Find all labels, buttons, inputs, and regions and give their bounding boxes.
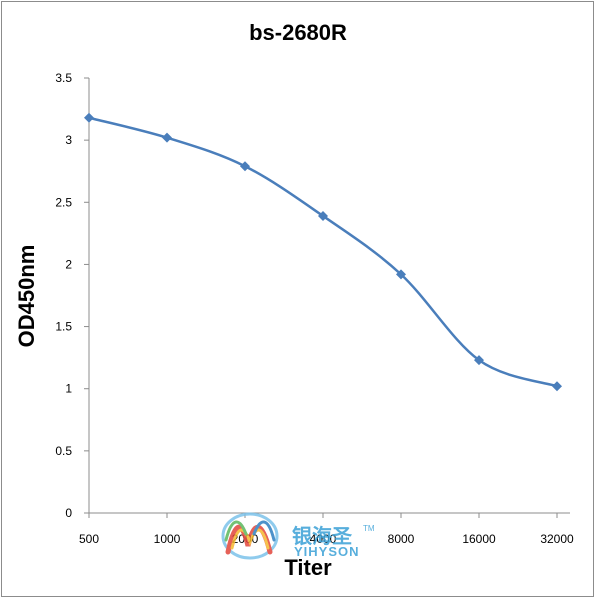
x-tick-label: 16000 — [462, 532, 496, 546]
series-line — [88, 116, 558, 388]
y-tick-label: 2.5 — [55, 195, 72, 209]
x-tick-label: 1000 — [154, 532, 181, 546]
x-axis-title: Titer — [284, 555, 332, 580]
watermark-english-text: YIHYSON — [294, 544, 360, 559]
x-tick-label: 8000 — [388, 532, 415, 546]
data-point-2000 — [240, 161, 250, 172]
data-point-16000 — [474, 355, 484, 366]
y-tick-label: 3 — [65, 133, 72, 147]
watermark-tm: TM — [363, 524, 375, 533]
y-tick-labels: 0 0.5 1 1.5 2 2.5 3 3.5 — [55, 71, 89, 520]
y-tick-label: 3.5 — [55, 71, 72, 85]
y-tick-label: 1.5 — [55, 320, 72, 334]
x-tick-label: 32000 — [540, 532, 574, 546]
x-tick-label: 500 — [79, 532, 99, 546]
watermark-chinese-text: 银海圣 — [292, 524, 353, 548]
yihyson-logo-watermark: 银海圣 TM YIHYSON — [221, 512, 375, 560]
data-point-32000 — [552, 381, 562, 392]
y-tick-label: 0 — [65, 506, 72, 520]
data-point-markers — [84, 112, 562, 392]
x-tick-labels: 500 1000 2000 4000 8000 16000 32000 — [79, 513, 574, 546]
chart-title: bs-2680R — [249, 20, 347, 45]
y-tick-label: 1 — [65, 382, 72, 396]
data-point-1000 — [162, 132, 172, 143]
data-point-8000 — [396, 269, 406, 280]
wave-logo-icon — [221, 512, 279, 560]
y-tick-label: 2 — [65, 257, 72, 271]
data-point-4000 — [318, 210, 328, 221]
data-point-500 — [84, 112, 94, 123]
x-tick-label: 4000 — [310, 532, 337, 546]
y-tick-label: 0.5 — [55, 444, 72, 458]
y-axis-title: OD450nm — [14, 245, 39, 348]
